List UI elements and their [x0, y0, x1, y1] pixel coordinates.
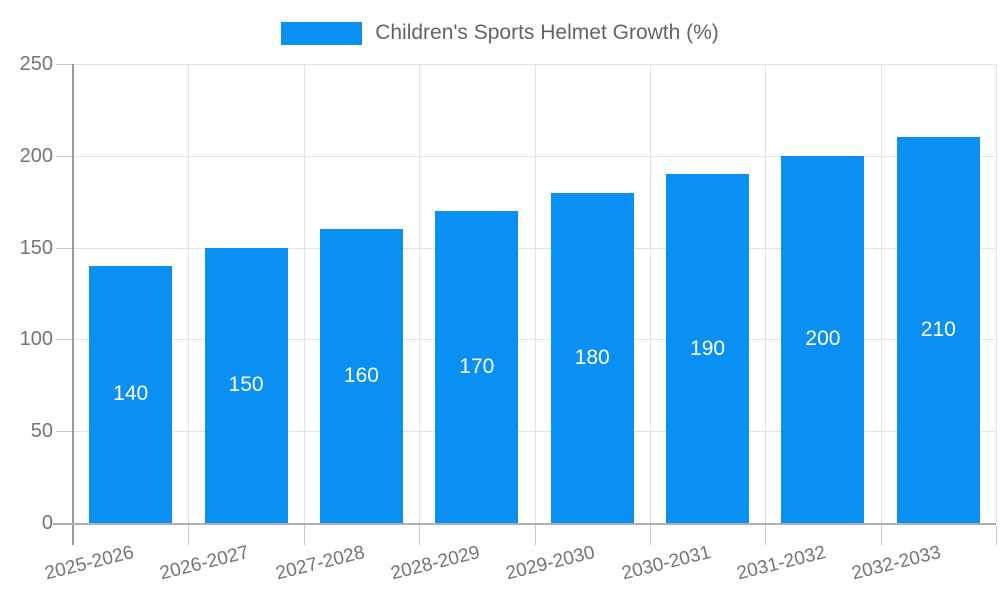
- legend: Children's Sports Helmet Growth (%): [0, 20, 1000, 46]
- x-tick-label: 2030-2031: [619, 542, 713, 585]
- x-tick-label: 2025-2026: [42, 542, 136, 585]
- bar-value-label: 180: [574, 345, 610, 369]
- y-tick-mark: [56, 155, 73, 157]
- x-tick-label: 2029-2030: [504, 542, 598, 585]
- gridline-vertical: [649, 64, 651, 523]
- x-axis-line: [53, 523, 996, 525]
- bar-value-label: 150: [228, 373, 264, 397]
- bar-2028-2029[interactable]: [435, 210, 519, 523]
- bar-value-label: 160: [343, 364, 379, 388]
- bar-2029-2030[interactable]: [550, 192, 634, 523]
- gridline-vertical: [534, 64, 536, 523]
- gridline-vertical: [303, 64, 305, 523]
- y-tick-label: 150: [19, 236, 53, 259]
- x-tick-label: 2027-2028: [273, 542, 367, 585]
- x-tick-mark: [534, 525, 536, 545]
- gridline-vertical: [188, 64, 190, 523]
- bar-value-label: 140: [113, 382, 149, 406]
- legend-label[interactable]: Children's Sports Helmet Growth (%): [375, 21, 719, 44]
- y-tick-mark: [56, 247, 73, 249]
- bar-value-label: 200: [805, 327, 841, 351]
- bar-value-label: 210: [920, 318, 956, 342]
- bar-2027-2028[interactable]: [319, 229, 403, 523]
- bar-2026-2027[interactable]: [204, 247, 288, 523]
- y-tick-label: 50: [30, 420, 53, 443]
- x-tick-mark: [188, 525, 190, 545]
- y-axis-line: [72, 64, 74, 545]
- x-tick-mark: [880, 525, 882, 545]
- y-tick-label: 0: [41, 512, 53, 534]
- y-tick-mark: [56, 339, 73, 341]
- x-tick-label: 2031-2032: [734, 542, 829, 585]
- bar-value-label: 170: [459, 354, 495, 378]
- y-tick-label: 250: [19, 53, 53, 75]
- bar-2025-2026[interactable]: [89, 265, 173, 523]
- y-tick-mark: [56, 64, 73, 65]
- x-tick-mark: [419, 525, 421, 545]
- x-tick-mark: [303, 525, 305, 545]
- x-tick-label: 2026-2027: [157, 542, 252, 585]
- bar-2032-2033[interactable]: [896, 137, 980, 523]
- gridline-vertical: [996, 64, 997, 523]
- x-tick-mark: [765, 525, 767, 545]
- gridline-vertical: [765, 64, 767, 523]
- x-tick-label: 2032-2033: [850, 542, 944, 585]
- gridline-vertical: [880, 64, 882, 523]
- y-tick-mark: [56, 431, 73, 433]
- legend-swatch[interactable]: [281, 21, 363, 45]
- gridline-vertical: [419, 64, 421, 523]
- y-tick-label: 200: [19, 144, 53, 167]
- x-tick-mark: [996, 525, 997, 545]
- x-tick-label: 2028-2029: [388, 542, 482, 585]
- y-tick-label: 100: [19, 328, 53, 351]
- bar-2030-2031[interactable]: [666, 174, 750, 523]
- bar-value-label: 190: [690, 336, 726, 360]
- bar-2031-2032[interactable]: [781, 155, 865, 523]
- x-tick-mark: [649, 525, 651, 545]
